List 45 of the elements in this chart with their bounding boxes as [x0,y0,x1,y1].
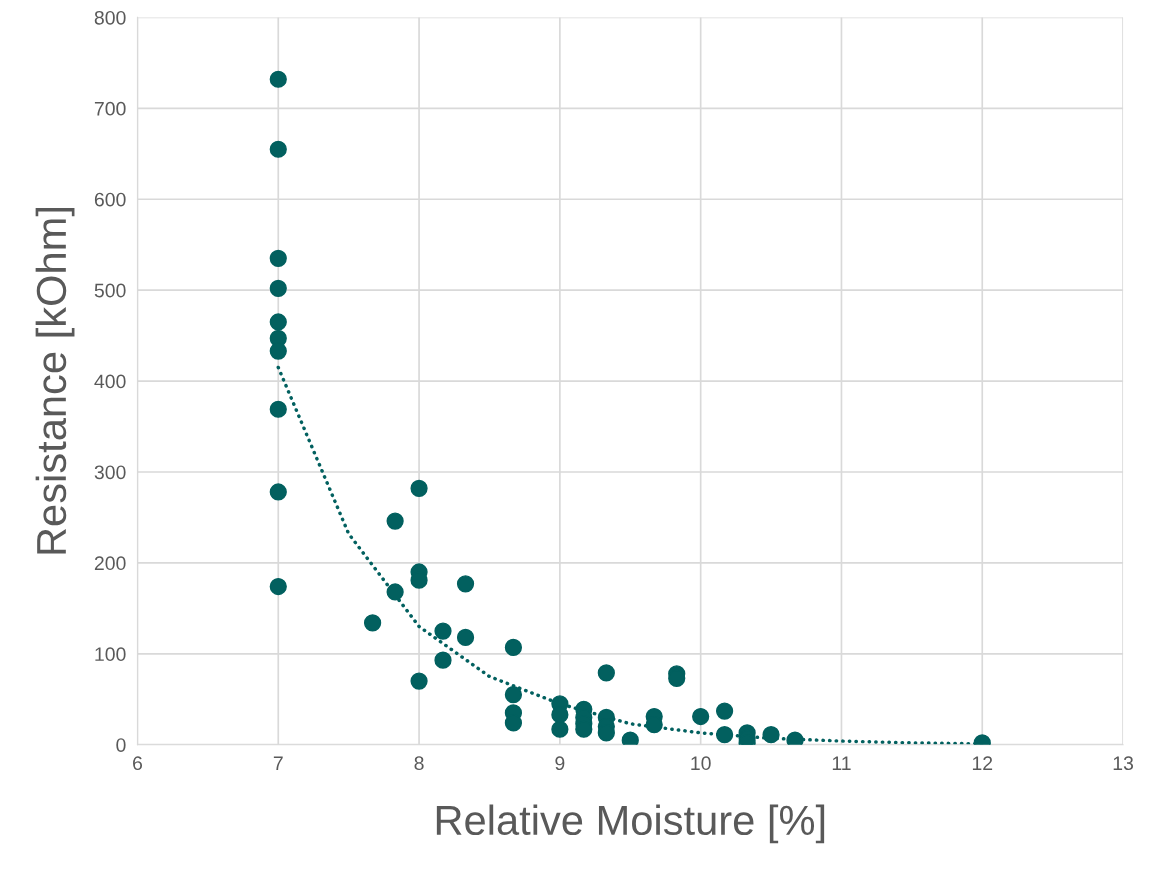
point [269,313,287,331]
point [269,140,287,158]
y-tick-label: 700 [94,101,126,116]
x-tick-label: 10 [691,756,711,771]
point [410,672,428,690]
x-tick-label: 8 [414,756,424,771]
x-tick-label: 6 [133,756,143,771]
point [715,726,734,744]
point [386,512,404,530]
point [456,628,475,647]
y-tick-label: 800 [94,10,126,25]
y-tick-label: 300 [94,465,126,480]
point [269,279,287,297]
point [434,622,452,640]
point [762,726,780,744]
point [269,483,287,501]
x-tick-label: 9 [555,756,565,771]
point [504,638,523,657]
point [410,479,428,497]
point [386,583,404,601]
point [269,400,287,418]
point [692,707,710,726]
point [269,577,287,596]
point [715,702,734,720]
y-tick-label: 500 [94,283,126,298]
point [269,249,287,267]
x-tick-label: 11 [832,756,851,770]
x-tick-label: 12 [972,756,993,770]
x-tick-label: 13 [1113,756,1134,771]
point [363,614,382,632]
y-tick-label: 200 [94,556,126,571]
point [269,70,287,88]
point [456,575,475,593]
x-tick-label: 7 [273,756,283,770]
point [504,686,523,704]
point [434,651,452,669]
y-tick-label: 400 [94,374,126,389]
y-tick-label: 100 [95,647,126,662]
x-axis-title: Relative Moisture [%] [436,804,825,844]
point [551,720,569,738]
point [597,664,615,682]
y-tick-label: 0 [116,738,126,752]
y-tick-label: 600 [94,192,126,207]
point [269,342,287,360]
y-axis-title: Resistance [kOhm] [35,208,75,554]
